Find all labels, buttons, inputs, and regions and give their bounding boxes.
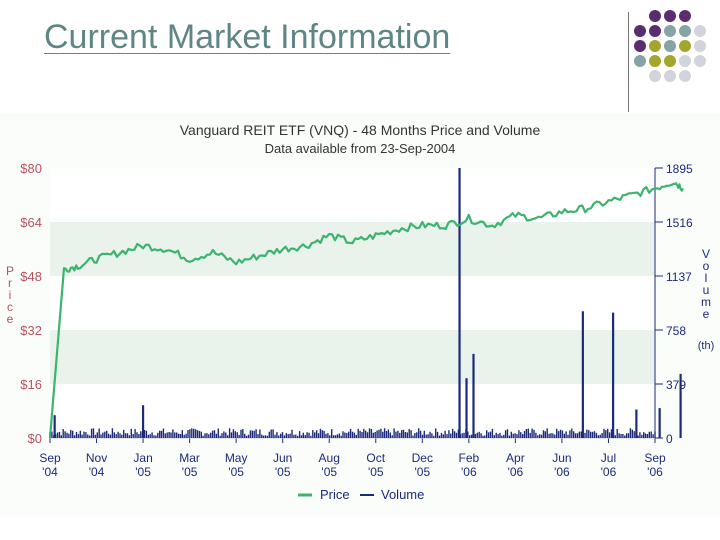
grid-bands xyxy=(50,168,655,438)
x-tick-label: Jan xyxy=(133,451,152,465)
chart-subtitle: Data available from 23-Sep-2004 xyxy=(265,141,456,156)
price-volume-chart: Vanguard REIT ETF (VNQ) - 48 Months Pric… xyxy=(6,122,715,502)
right-axis-label-char: e xyxy=(703,307,710,321)
right-tick-label: 1516 xyxy=(666,216,693,230)
decorative-dot xyxy=(649,70,661,82)
left-tick-label: $64 xyxy=(20,215,42,230)
x-tick-label: Jun xyxy=(552,451,571,465)
x-tick-label: May xyxy=(225,451,248,465)
decorative-dot xyxy=(694,40,706,52)
decorative-dot xyxy=(679,40,691,52)
x-tick-label: Oct xyxy=(366,451,385,465)
left-axis-label-char: e xyxy=(7,312,14,326)
decorative-dot xyxy=(679,70,691,82)
slide-title: Current Market Information xyxy=(44,18,451,56)
decorative-dot xyxy=(694,25,706,37)
grid-band xyxy=(50,168,655,222)
right-axis-label: Volume (th) xyxy=(698,247,715,352)
price-line xyxy=(48,182,684,439)
decorative-dot xyxy=(679,25,691,37)
left-axis-label-char: P xyxy=(6,264,14,278)
left-tick-label: $0 xyxy=(28,431,42,446)
left-axis-label: Price xyxy=(6,264,14,326)
x-tick-label: Sep xyxy=(644,451,666,465)
left-axis-label-char: c xyxy=(7,300,13,314)
decorative-dot xyxy=(649,25,661,37)
x-tick-label: Mar xyxy=(179,451,200,465)
right-tick-label: 379 xyxy=(666,378,686,392)
x-tick-label: '05 xyxy=(182,465,198,479)
grid-band xyxy=(50,222,655,276)
decorative-dot xyxy=(679,10,691,22)
x-tick-label: '05 xyxy=(275,465,291,479)
x-tick-label: '06 xyxy=(647,465,663,479)
decorative-dot xyxy=(664,55,676,67)
legend-volume-label: Volume xyxy=(381,487,424,502)
chart-title: Vanguard REIT ETF (VNQ) - 48 Months Pric… xyxy=(180,122,541,138)
grid-band xyxy=(50,276,655,330)
decorative-dot xyxy=(664,40,676,52)
right-axis-unit: (th) xyxy=(698,340,715,352)
x-tick-label: '05 xyxy=(321,465,337,479)
left-axis-label-char: i xyxy=(9,288,12,302)
grid-band xyxy=(50,330,655,384)
chart-panel: Vanguard REIT ETF (VNQ) - 48 Months Pric… xyxy=(0,113,720,517)
left-axis-label-char: r xyxy=(8,276,12,290)
x-axis-ticks: Sep'04Nov'04Jan'05Mar'05May'05Jun'05Aug'… xyxy=(39,437,666,479)
x-tick-label: '04 xyxy=(89,465,105,479)
left-axis-ticks: $0 $16 $32 $48 $64 $80 xyxy=(20,161,42,446)
decorative-divider xyxy=(628,12,629,112)
right-axis-label-char: V xyxy=(702,247,710,261)
right-axis-label-char: u xyxy=(703,283,710,297)
decorative-dot xyxy=(694,55,706,67)
volume-series xyxy=(49,168,682,438)
x-tick-label: '06 xyxy=(508,465,524,479)
x-tick-label: Sep xyxy=(39,451,61,465)
x-tick-label: Dec xyxy=(412,451,433,465)
legend-price-label: Price xyxy=(320,487,350,502)
x-tick-label: '06 xyxy=(601,465,617,479)
left-tick-label: $48 xyxy=(20,269,42,284)
decorative-dot xyxy=(634,55,646,67)
x-tick-label: '06 xyxy=(461,465,477,479)
x-tick-label: '04 xyxy=(42,465,58,479)
right-axis-label-char: m xyxy=(701,295,711,309)
price-series xyxy=(48,182,684,439)
x-tick-label: Apr xyxy=(506,451,525,465)
left-tick-label: $16 xyxy=(20,377,42,392)
x-tick-label: '05 xyxy=(368,465,384,479)
x-tick-label: Jun xyxy=(273,451,292,465)
right-tick-label: 0 xyxy=(666,432,673,446)
x-tick-label: Aug xyxy=(319,451,340,465)
right-tick-label: 758 xyxy=(666,324,686,338)
decorative-dot xyxy=(634,40,646,52)
decorative-dot xyxy=(679,55,691,67)
decorative-dot xyxy=(649,10,661,22)
x-tick-label: Jul xyxy=(601,451,616,465)
right-axis-ticks: 0 379 758 1137 1516 1895 xyxy=(654,162,693,446)
x-tick-label: '05 xyxy=(228,465,244,479)
x-tick-label: '05 xyxy=(135,465,151,479)
right-axis-label-char: l xyxy=(705,271,708,285)
decorative-dot xyxy=(664,10,676,22)
x-tick-label: '05 xyxy=(414,465,430,479)
decorative-dot xyxy=(649,55,661,67)
decorative-dot xyxy=(664,70,676,82)
left-tick-label: $80 xyxy=(20,161,42,176)
x-tick-label: '06 xyxy=(554,465,570,479)
left-tick-label: $32 xyxy=(20,323,42,338)
x-tick-label: Feb xyxy=(459,451,480,465)
right-tick-label: 1895 xyxy=(666,162,693,176)
right-tick-label: 1137 xyxy=(666,270,692,284)
decorative-dot xyxy=(649,40,661,52)
right-axis-label-char: o xyxy=(703,259,710,273)
decorative-dot xyxy=(634,25,646,37)
x-tick-label: Nov xyxy=(86,451,107,465)
legend: Price Volume xyxy=(298,487,424,502)
decorative-dot xyxy=(664,25,676,37)
grid-band xyxy=(50,384,655,438)
